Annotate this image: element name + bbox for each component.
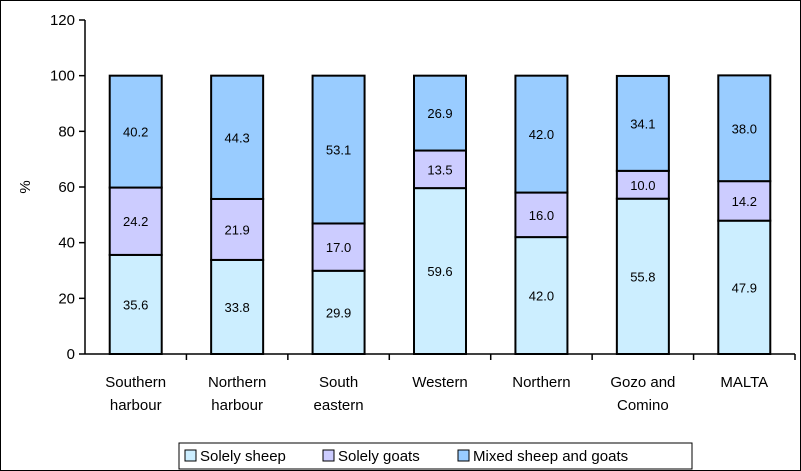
bar-segment <box>514 74 569 194</box>
bar-segment <box>615 169 670 200</box>
data-label: 42.0 <box>529 127 554 142</box>
data-label: 24.2 <box>123 214 148 229</box>
x-tick-label: South <box>319 374 358 391</box>
x-tick-label: harbour <box>110 397 162 414</box>
bar-segment <box>311 222 366 272</box>
data-label: 26.9 <box>427 106 452 121</box>
data-label: 35.6 <box>123 297 148 312</box>
bar-segment <box>311 269 366 355</box>
data-label: 14.2 <box>732 194 757 209</box>
data-label: 13.5 <box>427 162 452 177</box>
plot-area: 0 20 40 60 80 100 120% 35.6 24.2 40.2 Southern harb… <box>17 12 796 414</box>
bar-segment <box>210 197 265 261</box>
legend-label: Mixed sheep and goats <box>473 448 628 465</box>
bar-segment <box>717 74 772 183</box>
y-tick-label: 120 <box>50 12 75 29</box>
legend: Solely sheep Solely goats Mixed sheep and … <box>178 442 693 470</box>
data-label: 47.9 <box>732 280 757 295</box>
legend-swatch <box>184 449 197 462</box>
legend-label: Solely sheep <box>200 448 286 465</box>
x-tick-label: Gozo and <box>610 374 675 391</box>
data-label: 34.1 <box>630 116 655 131</box>
data-label: 55.8 <box>630 269 655 284</box>
y-tick-label: 20 <box>58 290 75 307</box>
data-label: 21.9 <box>224 222 249 237</box>
x-tick-label: Northern <box>208 374 266 391</box>
data-label: 16.0 <box>529 208 554 223</box>
bar-segment <box>717 180 772 222</box>
bar-segment <box>615 74 670 172</box>
data-label: 10.0 <box>630 178 655 193</box>
bar-segment <box>108 186 163 256</box>
y-axis-label: % <box>17 180 34 193</box>
y-tick-label: 40 <box>58 235 75 252</box>
y-tick-label: 60 <box>58 179 75 196</box>
data-label: 44.3 <box>224 130 249 145</box>
legend-box <box>178 442 693 470</box>
bar-segment <box>413 74 467 152</box>
y-tick-label: 80 <box>58 123 75 140</box>
y-tick-label: 100 <box>50 68 75 85</box>
data-label: 42.0 <box>529 289 554 304</box>
bar-segment <box>108 253 163 355</box>
x-tick-label: Western <box>412 374 468 391</box>
legend-swatch <box>457 449 470 462</box>
data-label: 33.8 <box>224 300 249 315</box>
x-tick-label: Northern <box>512 374 570 391</box>
bar-segment <box>311 74 366 225</box>
x-tick-label: MALTA <box>720 374 768 391</box>
data-label: 29.9 <box>326 305 351 320</box>
x-tick-label: eastern <box>314 397 364 414</box>
y-tick-label: 0 <box>67 346 75 363</box>
data-label: 17.0 <box>326 240 351 255</box>
x-tick-label: Comino <box>617 397 669 414</box>
bar-segment <box>210 258 265 356</box>
x-tick-label: harbour <box>211 397 263 414</box>
data-label: 53.1 <box>326 143 351 158</box>
legend-swatch <box>322 449 335 462</box>
data-label: 38.0 <box>732 121 757 136</box>
bar-segment <box>210 74 265 200</box>
data-label: 59.6 <box>427 264 452 279</box>
data-label: 40.2 <box>123 125 148 140</box>
x-tick-label: Southern <box>105 374 166 391</box>
legend-label: Solely goats <box>338 448 420 465</box>
bar-segment <box>108 74 163 189</box>
